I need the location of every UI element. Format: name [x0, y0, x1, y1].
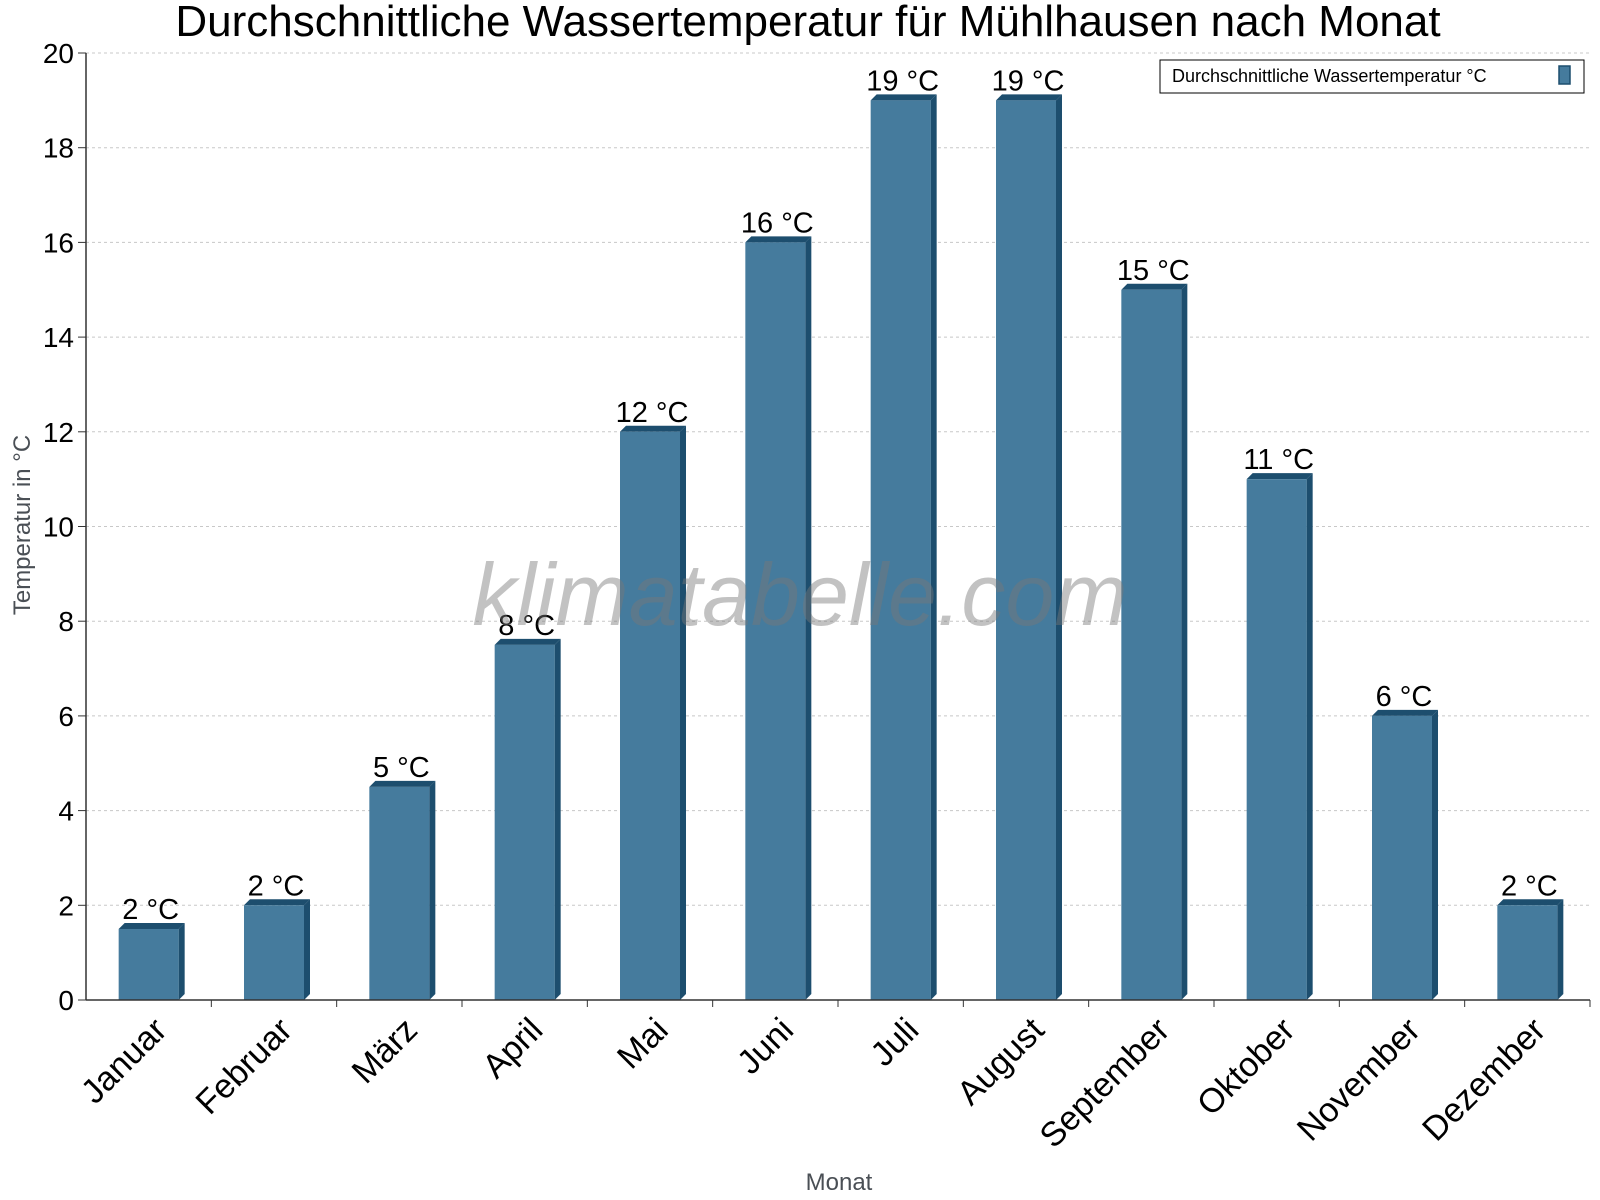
x-tick-label: August [950, 1010, 1052, 1112]
bar-front [118, 928, 179, 1000]
x-tick-label: März [345, 1011, 425, 1091]
bar-front [996, 100, 1056, 1001]
data-label: 19 °C [992, 65, 1065, 97]
bar-front [1497, 905, 1558, 1000]
data-label: 8 °C [498, 610, 555, 642]
legend-label: Durchschnittliche Wassertemperatur °C [1172, 66, 1487, 86]
bar-side [429, 780, 436, 1000]
x-tick-label: April [475, 1011, 550, 1086]
bar-top [494, 638, 561, 645]
bar-side [930, 94, 937, 1001]
bar-front [1246, 479, 1307, 1000]
y-tick-label: 14 [43, 322, 74, 353]
bar-top [745, 236, 812, 243]
bar-side [1557, 899, 1564, 1000]
bar-front [1372, 715, 1432, 1000]
axes [85, 53, 1590, 1001]
bar [369, 780, 436, 1000]
bar-top [1246, 473, 1313, 480]
watermark: klimatabelle.com [472, 545, 1127, 644]
bar-side [1306, 473, 1313, 1000]
y-tick-label: 4 [58, 796, 74, 827]
x-axis-title: Monat [806, 1169, 873, 1196]
bar-front [1121, 289, 1182, 1000]
bar [494, 638, 561, 1000]
x-tick-label: Oktober [1190, 1011, 1302, 1123]
bars [118, 94, 1564, 1001]
bar-front [620, 431, 680, 1000]
bar [1121, 283, 1188, 1000]
bar-top [1121, 283, 1188, 290]
x-tick-label: Mai [610, 1011, 676, 1077]
bar [620, 425, 686, 1000]
legend-swatch [1558, 65, 1571, 85]
bar-front [244, 905, 304, 1000]
bar-side [1181, 283, 1188, 1000]
y-tick-label: 16 [43, 227, 74, 258]
data-label: 2 °C [248, 870, 305, 902]
data-labels: 2 °C 2 °C 5 °C 8 °C 12 °C 16 °C 19 °C 19 °C 15 °… [122, 65, 1557, 926]
bar-side [304, 899, 310, 1000]
data-label: 2 °C [122, 894, 179, 926]
data-label: 15 °C [1117, 255, 1190, 287]
bar-front [369, 786, 430, 1000]
bar [1372, 709, 1438, 1000]
bar-top [244, 899, 310, 906]
y-tick-label: 0 [58, 985, 74, 1016]
legend-box [1159, 59, 1585, 94]
bar-side [805, 236, 812, 1000]
grid-lines [86, 52, 1590, 906]
bar-front [494, 644, 555, 1000]
bar [1246, 473, 1313, 1000]
x-tick-label: November [1290, 1011, 1428, 1149]
data-label: 19 °C [866, 65, 939, 97]
y-tick-label: 12 [43, 417, 74, 448]
bar-top [1497, 899, 1564, 906]
bar-top [118, 922, 185, 929]
bar-side [554, 638, 561, 1000]
y-axis-title: Temperatur in °C [9, 435, 36, 615]
bar-top [996, 94, 1062, 101]
bar [996, 94, 1062, 1001]
y-tick-label: 18 [43, 133, 74, 164]
y-tick-label: 20 [43, 38, 74, 69]
x-tick-label: Februar [189, 1011, 300, 1122]
data-label: 5 °C [373, 752, 430, 784]
bar-side [178, 922, 185, 1000]
bar-front [745, 242, 806, 1000]
y-tick-label: 6 [58, 701, 74, 732]
bar [244, 899, 310, 1000]
chart-title: Durchschnittliche Wassertemperatur für M… [175, 0, 1440, 46]
bar-side [1432, 709, 1438, 1000]
y-tick-label: 2 [58, 890, 74, 921]
bar [118, 922, 185, 1000]
x-tick-label: September [1033, 1011, 1177, 1155]
x-axis-ticks: Januar Februar März April Mai Juni Juli AugustS… [74, 1000, 1591, 1155]
bar [870, 94, 937, 1001]
data-label: 12 °C [616, 397, 689, 429]
x-tick-label: Januar [74, 1011, 174, 1111]
bar-top [620, 425, 686, 432]
data-label: 2 °C [1501, 870, 1558, 902]
bar-top [1372, 709, 1438, 716]
bar-side [680, 425, 686, 1000]
legend: Durchschnittliche Wassertemperatur °C [1159, 59, 1585, 94]
data-label: 11 °C [1243, 444, 1314, 476]
data-label: 16 °C [741, 207, 814, 239]
x-tick-label: Juli [863, 1011, 926, 1074]
y-tick-label: 8 [58, 606, 74, 637]
bar-front [870, 100, 931, 1001]
bar-side [1056, 94, 1062, 1001]
y-tick-label: 10 [43, 512, 74, 543]
bar-top [369, 780, 436, 787]
x-tick-label: Juni [730, 1011, 801, 1082]
data-label: 6 °C [1376, 681, 1433, 713]
y-axis-ticks: 0 2 4 6 8 10 12 14 16 18 20 [43, 38, 86, 1016]
x-tick-label: Dezember [1415, 1011, 1553, 1149]
bar-top [870, 94, 937, 101]
bar [745, 236, 812, 1000]
bar [1497, 899, 1564, 1000]
